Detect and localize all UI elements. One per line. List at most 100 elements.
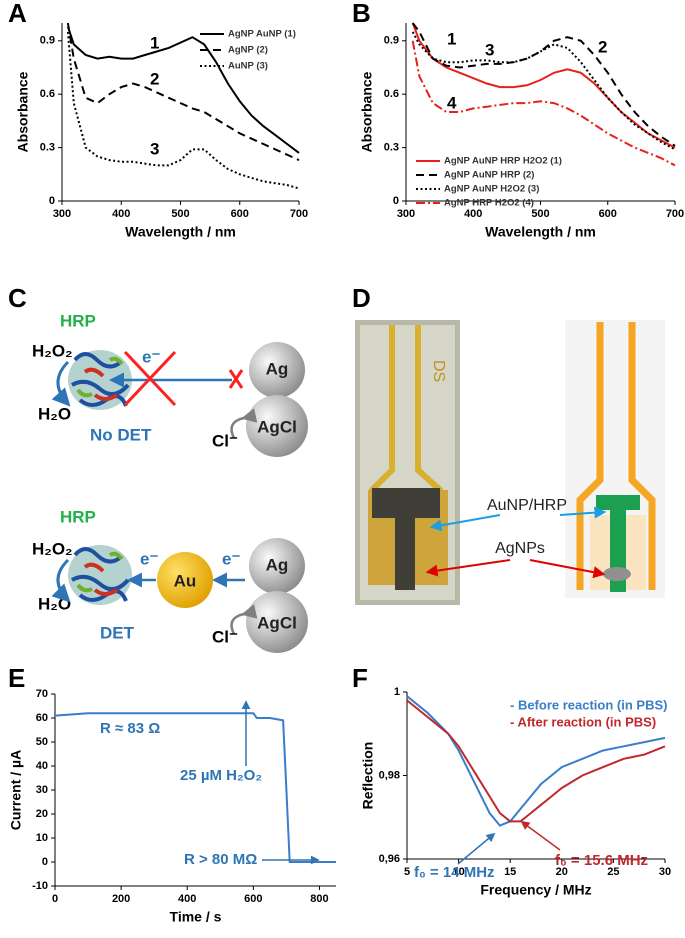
y-tick-label: 0 xyxy=(393,195,399,207)
schematic-agnp xyxy=(603,567,631,581)
pointer xyxy=(425,559,511,577)
x-tick-label: 400 xyxy=(464,208,482,220)
schematic-electrode xyxy=(596,495,640,592)
x-tick-label: 5 xyxy=(404,866,410,878)
y-tick-label: -10 xyxy=(32,880,48,892)
au-label: Au xyxy=(174,571,197,590)
au-sphere xyxy=(157,552,213,608)
x-tick-label: 500 xyxy=(171,208,189,220)
annotation: R ≈ 83 Ω xyxy=(100,720,160,737)
annotation: 4 xyxy=(447,93,457,112)
annotation: f₀ = 15.6 MHz xyxy=(555,852,648,869)
y-tick-label: 0,96 xyxy=(379,853,400,865)
schematic-track xyxy=(576,322,656,590)
annotation: 3 xyxy=(150,139,159,158)
annotation: 1 xyxy=(150,33,159,52)
y-tick-label: 0.6 xyxy=(384,88,399,100)
pointer xyxy=(429,514,501,532)
reaction-arrow xyxy=(51,360,71,407)
panel-label: E xyxy=(8,663,25,693)
series-line xyxy=(66,31,300,190)
mode: No DET xyxy=(90,425,152,444)
x-axis-title: Time / s xyxy=(170,909,222,925)
legend-label: AuNP (3) xyxy=(228,61,268,72)
annotation: 2 xyxy=(598,37,607,56)
x-tick-label: 600 xyxy=(244,893,262,905)
x-tick-label: 25 xyxy=(607,866,619,878)
y-tick-label: 20 xyxy=(36,808,48,820)
x-tick-label: 0 xyxy=(52,893,58,905)
panel-label: C xyxy=(8,283,27,313)
electron: e⁻ xyxy=(140,549,158,568)
ag-sphere xyxy=(249,342,305,398)
agcl-label: AgCl xyxy=(257,417,297,436)
x-tick-label: 600 xyxy=(231,208,249,220)
y-axis-title: Absorbance xyxy=(15,71,31,152)
chloride: Cl⁻ xyxy=(212,627,238,646)
series-line xyxy=(66,22,300,162)
reaction-arrow xyxy=(51,558,71,603)
y-tick-label: 0.9 xyxy=(384,35,399,47)
annotation-arrow xyxy=(520,820,561,851)
legend-label: AgNP HRP H2O2 (4) xyxy=(444,198,534,209)
substrate: H₂O₂ xyxy=(32,539,73,558)
y-axis-title: Reflection xyxy=(360,742,376,810)
product: H₂O xyxy=(38,404,71,423)
y-axis-title: Absorbance xyxy=(359,71,375,152)
x-tick-label: 15 xyxy=(504,866,516,878)
x-axis-title: Frequency / MHz xyxy=(480,882,591,898)
y-tick-label: 30 xyxy=(36,784,48,796)
pointer xyxy=(529,559,606,579)
panel-label: A xyxy=(8,0,27,28)
annotation: 25 µM H₂O₂ xyxy=(180,767,262,784)
panel-label: B xyxy=(352,0,371,28)
x-tick-label: 800 xyxy=(310,893,328,905)
y-tick-label: 0 xyxy=(49,195,55,207)
x-tick-label: 300 xyxy=(397,208,415,220)
chart: F 5 10 15 20 25 30 0,96 0,98 1 Frequency / MHz Refl… xyxy=(352,663,671,898)
enzyme: HRP xyxy=(60,507,96,526)
y-tick-label: 1 xyxy=(394,686,400,698)
agcl-label: AgCl xyxy=(257,613,297,632)
x-tick-label: 700 xyxy=(290,208,308,220)
legend-label: AgNP AuNP HRP H2O2 (1) xyxy=(444,156,562,167)
chart: B 300 400 500 600 700 0 0.3 0.6 0.9 Wavelength / n… xyxy=(352,0,684,240)
series-line xyxy=(411,40,676,167)
legend-label: - Before reaction (in PBS) xyxy=(510,697,667,712)
x-tick-label: 30 xyxy=(659,866,671,878)
x-axis-title: Wavelength / nm xyxy=(125,224,236,240)
series-line xyxy=(411,22,676,147)
y-tick-label: 0,98 xyxy=(379,769,400,781)
y-tick-label: 0.6 xyxy=(40,88,55,100)
y-tick-label: 0.3 xyxy=(384,142,399,154)
ag-label: Ag xyxy=(266,555,289,574)
panel-label: D xyxy=(352,283,371,313)
diagram-d: D DS AuNP/HRP AgNPs xyxy=(352,283,665,605)
x-tick-label: 300 xyxy=(53,208,71,220)
blocked-mark xyxy=(123,350,244,407)
series-line xyxy=(411,31,676,151)
y-tick-label: 10 xyxy=(36,832,48,844)
x-axis-title: Wavelength / nm xyxy=(485,224,596,240)
ag-sphere xyxy=(249,538,305,594)
protein xyxy=(68,350,132,410)
y-tick-label: 60 xyxy=(36,712,48,724)
x-tick-label: 500 xyxy=(531,208,549,220)
chart: E 0 200 400 600 800 -10 0 10 20 30 40 50 60 70 Time / s… xyxy=(8,663,336,925)
legend-label: AgNP (2) xyxy=(228,45,268,56)
annotation-arrow xyxy=(457,832,496,865)
annotation: 3 xyxy=(485,40,494,59)
chloride-arrow xyxy=(230,604,258,635)
enzyme: HRP xyxy=(60,311,96,330)
panel-label: F xyxy=(352,663,368,693)
y-tick-label: 0 xyxy=(42,856,48,868)
y-tick-label: 70 xyxy=(36,688,48,700)
x-tick-label: 10 xyxy=(452,866,464,878)
x-tick-label: 20 xyxy=(556,866,568,878)
x-tick-label: 600 xyxy=(599,208,617,220)
series-line xyxy=(406,699,666,823)
x-tick-label: 400 xyxy=(178,893,196,905)
legend-label: - After reaction (in PBS) xyxy=(510,714,656,729)
series-line xyxy=(406,695,666,827)
